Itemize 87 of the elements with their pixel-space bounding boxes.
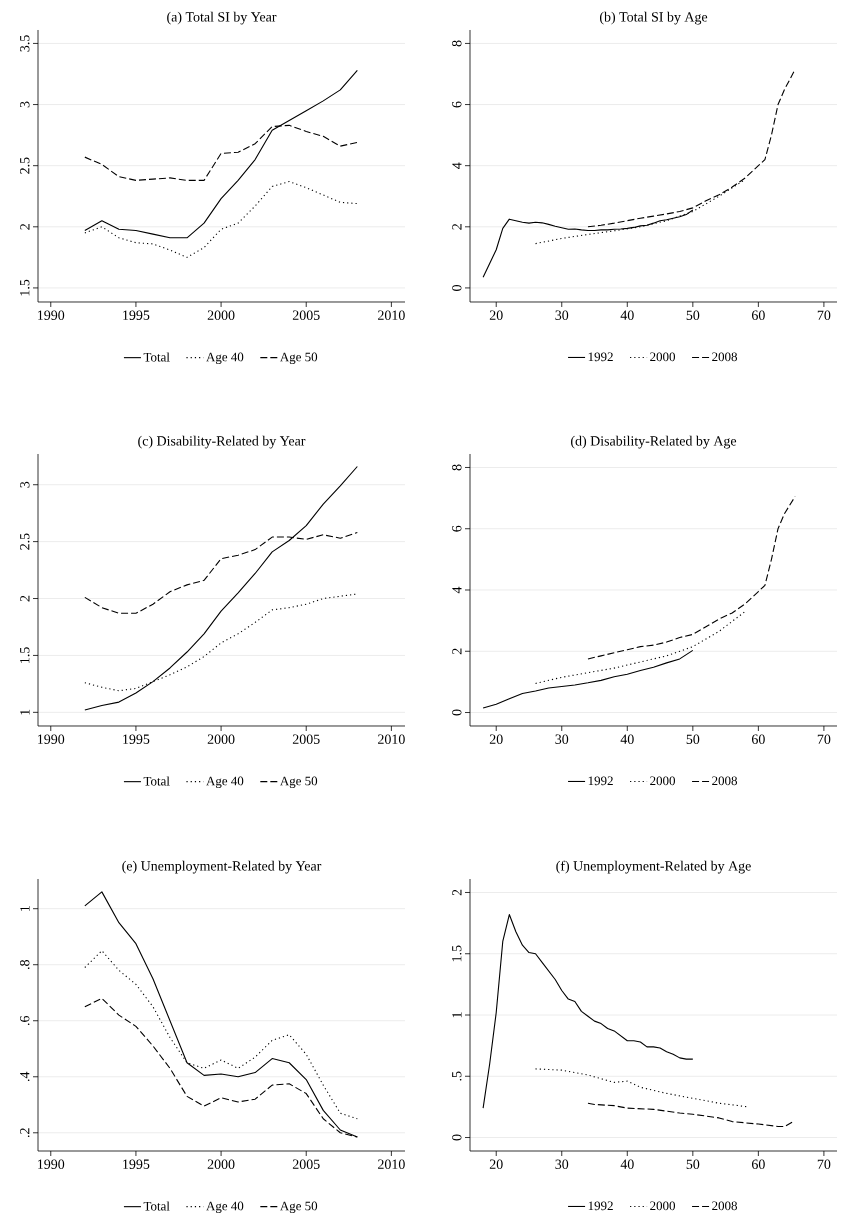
x-tick-label: 60 bbox=[751, 310, 765, 320]
x-tick-label: 60 bbox=[751, 734, 765, 744]
x-tick-label: 30 bbox=[555, 310, 569, 320]
x-tick-label: 60 bbox=[751, 1159, 765, 1169]
y-tick-label: 0 bbox=[452, 709, 462, 716]
y-tick-label: 1 bbox=[452, 1012, 462, 1018]
y-tick-label: 1.5 bbox=[20, 279, 30, 296]
chart-title: (e) Unemployment-Related by Year bbox=[122, 860, 322, 874]
y-tick-label: .8 bbox=[20, 960, 30, 970]
x-tick-label: 1995 bbox=[123, 1159, 150, 1169]
x-tick-label: 40 bbox=[620, 310, 634, 320]
x-tick-label: 1995 bbox=[123, 310, 150, 320]
y-tick-label: 1 bbox=[20, 709, 30, 715]
legend-label: 1992 bbox=[588, 352, 613, 362]
y-tick-label: 8 bbox=[452, 40, 462, 47]
chart-title: (f) Unemployment-Related by Age bbox=[556, 860, 751, 874]
x-tick-label: 20 bbox=[489, 310, 503, 320]
legend-label: Age 50 bbox=[279, 352, 318, 365]
y-tick-label: 4 bbox=[452, 162, 462, 169]
legend-label: 1992 bbox=[588, 776, 613, 786]
x-tick-label: 70 bbox=[817, 310, 831, 320]
y-tick-label: 3 bbox=[20, 101, 30, 108]
y-tick-label: 2 bbox=[452, 889, 462, 896]
legend-label: Total bbox=[143, 352, 170, 362]
y-tick-label: .6 bbox=[20, 1015, 30, 1026]
legend-label: 2000 bbox=[650, 776, 676, 786]
chart-title: (a) Total SI by Year bbox=[167, 11, 277, 25]
x-tick-label: 2000 bbox=[207, 310, 235, 320]
x-tick-label: 50 bbox=[686, 1159, 700, 1169]
legend-label: 2008 bbox=[712, 1201, 738, 1211]
x-tick-label: 2000 bbox=[207, 1159, 235, 1169]
y-tick-label: .4 bbox=[20, 1071, 30, 1082]
y-tick-label: 8 bbox=[452, 464, 462, 471]
chart-title: (c) Disability-Related by Year bbox=[138, 435, 306, 449]
y-tick-label: 1 bbox=[20, 906, 30, 911]
x-tick-label: 30 bbox=[555, 734, 569, 744]
y-tick-label: 0 bbox=[452, 284, 462, 291]
y-tick-label: .5 bbox=[452, 1071, 462, 1081]
legend-label: 2008 bbox=[712, 776, 738, 786]
x-tick-label: 50 bbox=[686, 310, 700, 320]
legend-label: 1992 bbox=[588, 1201, 613, 1211]
chart-title: (b) Total SI by Age bbox=[599, 11, 708, 25]
x-tick-label: 2000 bbox=[207, 734, 235, 744]
legend-label: Age 40 bbox=[206, 352, 244, 365]
y-tick-label: 2 bbox=[452, 224, 462, 230]
x-tick-label: 20 bbox=[489, 1159, 503, 1169]
legend-label: 2000 bbox=[650, 352, 676, 362]
y-tick-label: 3.5 bbox=[20, 35, 30, 52]
x-tick-label: 1990 bbox=[38, 1159, 65, 1169]
chart-title: (d) Disability-Related by Age bbox=[571, 435, 737, 449]
x-tick-label: 1990 bbox=[38, 734, 65, 744]
y-tick-label: 3 bbox=[20, 481, 30, 488]
legend-label: Total bbox=[143, 1201, 170, 1211]
y-tick-label: 2.5 bbox=[20, 533, 30, 550]
y-tick-label: 2 bbox=[452, 648, 462, 655]
x-tick-label: 30 bbox=[555, 1159, 569, 1169]
y-tick-label: 6 bbox=[452, 525, 462, 532]
y-tick-label: 2.5 bbox=[20, 157, 30, 174]
y-tick-label: 0 bbox=[452, 1134, 462, 1141]
x-tick-label: 50 bbox=[686, 734, 700, 744]
x-tick-label: 70 bbox=[817, 734, 831, 744]
y-tick-label: .2 bbox=[20, 1128, 30, 1138]
x-tick-label: 70 bbox=[817, 1159, 831, 1169]
legend-label: 2000 bbox=[650, 1201, 676, 1211]
y-tick-label: 1.5 bbox=[20, 647, 30, 663]
x-tick-label: 40 bbox=[620, 1159, 634, 1169]
legend-label: Age 50 bbox=[279, 776, 318, 789]
y-tick-label: 2 bbox=[20, 224, 30, 230]
legend-label: Age 40 bbox=[206, 1201, 244, 1214]
x-tick-label: 1990 bbox=[38, 310, 65, 320]
x-tick-label: 1995 bbox=[123, 734, 150, 744]
x-tick-label: 2010 bbox=[378, 310, 405, 320]
legend-label: Age 50 bbox=[279, 1201, 318, 1214]
legend-label: Total bbox=[143, 776, 170, 786]
y-tick-label: 4 bbox=[452, 586, 462, 594]
x-tick-label: 2010 bbox=[378, 1159, 405, 1169]
x-tick-label: 2005 bbox=[292, 1159, 320, 1169]
x-tick-label: 40 bbox=[620, 734, 634, 744]
legend-label: Age 40 bbox=[206, 776, 244, 789]
y-tick-label: 1.5 bbox=[452, 945, 462, 962]
y-tick-label: 2 bbox=[20, 595, 30, 602]
x-tick-label: 2005 bbox=[292, 734, 320, 744]
x-tick-label: 20 bbox=[489, 734, 503, 744]
y-tick-label: 6 bbox=[452, 101, 462, 108]
x-tick-label: 2010 bbox=[378, 734, 405, 744]
x-tick-label: 2005 bbox=[292, 310, 320, 320]
legend-label: 2008 bbox=[712, 352, 738, 362]
